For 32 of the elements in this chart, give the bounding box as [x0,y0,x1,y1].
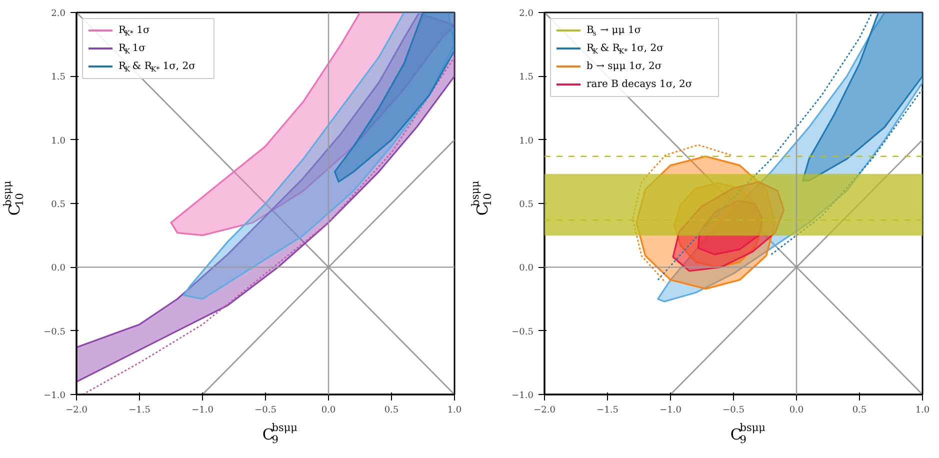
legend-label: b → sμμ 1σ, 2σ [586,61,662,72]
y-axis-title: C10bsμμ [2,180,26,216]
x-tick-label: 0.5 [852,406,867,416]
x-tick-label: 1.0 [447,406,462,416]
y-tick-label: 0.5 [519,200,534,210]
x-tick-label: 0.0 [321,406,336,416]
y-axis-title: C10bsμμ [470,180,494,216]
x-tick-label: −2.0 [66,406,88,416]
y-tick-label: 0.0 [519,264,534,274]
y-tick-label: 1.5 [519,72,534,83]
x-tick-label: 0.0 [789,406,804,416]
y-tick-label: −1.0 [44,391,66,401]
x-tick-label: −2.0 [534,406,556,416]
y-tick-label: −0.5 [44,327,66,338]
y-tick-label: 1.5 [51,72,66,83]
x-tick-label: −1.0 [660,406,682,416]
x-tick-label: 0.5 [384,406,399,416]
y-tick-label: 0.0 [51,264,66,274]
y-tick-label: 1.0 [519,136,534,146]
x-tick-label: −1.5 [128,406,151,416]
y-tick-label: −0.5 [512,327,534,338]
y-tick-label: −1.0 [512,391,534,401]
x-tick-label: −1.0 [192,406,214,416]
y-tick-label: 1.0 [51,136,66,146]
legend-label: rare B decays 1σ, 2σ [586,79,692,90]
y-tick-label: 0.5 [51,200,66,210]
x-tick-label: −1.5 [596,406,619,416]
y-tick-label: 2.0 [519,9,534,19]
x-tick-label: −0.5 [254,406,277,416]
x-tick-label: 1.0 [915,406,930,416]
y-tick-label: 2.0 [51,9,66,19]
x-tick-label: −0.5 [722,406,745,416]
